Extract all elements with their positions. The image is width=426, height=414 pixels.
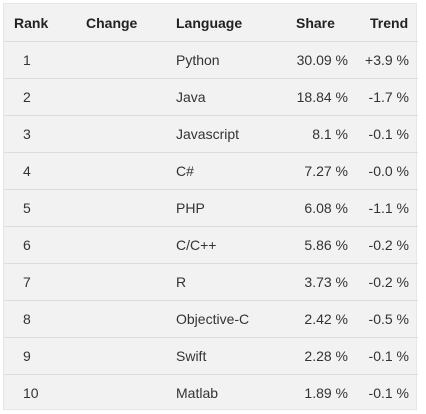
table-row: 8 Objective-C 2.42 % -0.5 % [4, 300, 418, 338]
cell-language: C# [172, 152, 276, 190]
cell-trend: -0.1 % [368, 385, 409, 401]
cell-change [54, 41, 172, 79]
table-row: 3 Javascript 8.1 % -0.1 % [4, 115, 418, 153]
cell-trend: -0.1 % [352, 337, 418, 375]
cell-trend: -0.1 % [352, 115, 418, 153]
cell-change [54, 78, 172, 116]
table-row: 9 Swift 2.28 % -0.1 % [4, 337, 418, 375]
cell-share: 3.73 % [276, 263, 352, 301]
cell-language: Matlab [176, 385, 219, 401]
cell-change [54, 337, 172, 375]
header-change[interactable]: Change [54, 4, 172, 42]
cell-share: 1.89 % [304, 385, 348, 401]
cell-rank: 10 [23, 385, 39, 401]
cell-change [54, 152, 172, 190]
cell-trend: -0.0 % [352, 152, 418, 190]
header-trend[interactable]: Trend [352, 4, 418, 42]
table-row: 5 PHP 6.08 % -1.1 % [4, 189, 418, 227]
cell-rank: 9 [4, 337, 54, 375]
cell-share: 2.42 % [276, 300, 352, 338]
cell-language: Swift [172, 337, 276, 375]
header-rank[interactable]: Rank [4, 4, 54, 42]
cell-rank: 2 [4, 78, 54, 116]
table-row: 7 R 3.73 % -0.2 % [4, 263, 418, 301]
cell-trend: -1.1 % [352, 189, 418, 227]
header-share[interactable]: Share [276, 4, 352, 42]
cell-trend: -0.2 % [352, 263, 418, 301]
header-row: Rank Change Language Share Trend [4, 4, 418, 42]
table-row: 1 Python 30.09 % +3.9 % [4, 41, 418, 79]
cell-language: Java [172, 78, 276, 116]
cell-change [54, 189, 172, 227]
cell-rank: 7 [4, 263, 54, 301]
table-header: Rank Change Language Share Trend [4, 4, 418, 42]
ranking-table: Rank Change Language Share Trend 1 Python… [4, 4, 418, 411]
cell-language: PHP [172, 189, 276, 227]
cell-change [54, 226, 172, 264]
cell-share: 7.27 % [276, 152, 352, 190]
cell-change [54, 115, 172, 153]
table-body: 1 Python 30.09 % +3.9 % 2 Java 18.84 % -1.7 % 3 J… [4, 41, 418, 412]
cell-share: 2.28 % [276, 337, 352, 375]
cell-trend: +3.9 % [352, 41, 418, 79]
cell-rank: 8 [4, 300, 54, 338]
cell-language: Python [172, 41, 276, 79]
header-language[interactable]: Language [172, 4, 276, 42]
cell-change [54, 375, 172, 412]
language-ranking-table: Rank Change Language Share Trend 1 Python… [3, 3, 418, 411]
cell-rank: 4 [4, 152, 54, 190]
cell-language: Javascript [172, 115, 276, 153]
table-row: 4 C# 7.27 % -0.0 % [4, 152, 418, 190]
table-row: 2 Java 18.84 % -1.7 % [4, 78, 418, 116]
cell-rank: 1 [4, 41, 54, 79]
cell-share: 18.84 % [276, 78, 352, 116]
cell-trend: -0.5 % [352, 300, 418, 338]
cell-change [54, 300, 172, 338]
cell-rank: 3 [4, 115, 54, 153]
cell-trend: -0.2 % [352, 226, 418, 264]
cell-language: C/C++ [172, 226, 276, 264]
cell-language: Objective-C [172, 300, 276, 338]
cell-share: 5.86 % [276, 226, 352, 264]
cell-share: 6.08 % [276, 189, 352, 227]
cell-change [54, 263, 172, 301]
cell-trend: -1.7 % [352, 78, 418, 116]
table-row: 6 C/C++ 5.86 % -0.2 % [4, 226, 418, 264]
cell-rank: 5 [4, 189, 54, 227]
cell-language: R [172, 263, 276, 301]
table-row: 10 Matlab 1.89 % -0.1 % [4, 375, 418, 412]
cell-share: 30.09 % [276, 41, 352, 79]
cell-rank: 6 [4, 226, 54, 264]
cell-share: 8.1 % [276, 115, 352, 153]
